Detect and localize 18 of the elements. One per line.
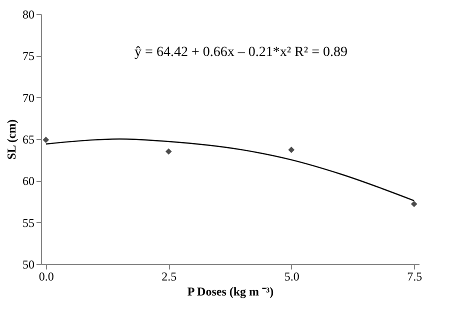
- x-tick-label: 0.0: [38, 270, 54, 284]
- y-tick-label: 80: [22, 8, 34, 22]
- point: [288, 146, 295, 153]
- y-tick-label: 60: [22, 174, 34, 188]
- x-axis-title: P Doses (kg m ⁻³): [187, 284, 274, 298]
- annotation: ŷ = 64.42 + 0.66x – 0.21*x² R² = 0.89: [134, 45, 348, 60]
- point: [410, 200, 418, 208]
- y-tick-label: 65: [22, 132, 34, 146]
- x-tick-label: 7.5: [407, 270, 422, 284]
- y-axis-title: SL (cm): [4, 119, 18, 160]
- x-tick-label: 5.0: [284, 270, 300, 284]
- x-tick-label: 2.5: [162, 270, 177, 284]
- y-tick-label: 50: [22, 258, 34, 272]
- y-tick-label: 55: [22, 216, 34, 230]
- y-tick-label: 70: [22, 90, 34, 105]
- point: [42, 136, 50, 143]
- point: [165, 148, 172, 155]
- y-tick-label: 75: [22, 49, 34, 64]
